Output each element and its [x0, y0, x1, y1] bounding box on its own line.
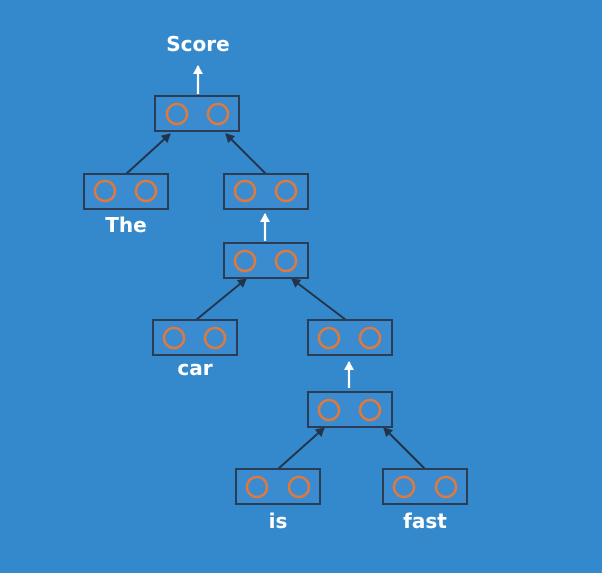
neuron-circle [233, 179, 257, 203]
neuron-circle [206, 102, 230, 126]
node-root [154, 95, 240, 132]
node-car-fast-comb [223, 242, 309, 279]
node-is [235, 468, 321, 505]
neuron-circle [317, 398, 341, 422]
neuron-circle [317, 326, 341, 350]
edge-the-to-root [125, 133, 171, 175]
edge-car-to-comb [195, 278, 247, 321]
node-fast [382, 468, 468, 505]
neuron-circle [203, 326, 227, 350]
edge-isfast-to-comb [291, 278, 347, 321]
label-is: is [269, 509, 288, 533]
node-car-fast [223, 173, 309, 210]
neuron-circle [392, 475, 416, 499]
neuron-circle [165, 102, 189, 126]
neuron-circle [245, 475, 269, 499]
label-car: car [177, 356, 212, 380]
node-car [152, 319, 238, 356]
neuron-circle [233, 249, 257, 273]
label-score: Score [166, 32, 229, 56]
neuron-circle [358, 398, 382, 422]
neuron-circle [134, 179, 158, 203]
neuron-circle [274, 179, 298, 203]
node-the [83, 173, 169, 210]
edge-fast-to-comb [383, 427, 426, 470]
neuron-circle [287, 475, 311, 499]
label-fast: fast [403, 509, 447, 533]
neuron-circle [358, 326, 382, 350]
edge-carfast-to-root [225, 133, 267, 175]
neuron-circle [434, 475, 458, 499]
edge-is-to-comb [277, 427, 325, 470]
neuron-circle [274, 249, 298, 273]
node-is-fast [307, 319, 393, 356]
label-the: The [105, 213, 146, 237]
neuron-circle [162, 326, 186, 350]
neuron-circle [93, 179, 117, 203]
node-is-fast-comb [307, 391, 393, 428]
